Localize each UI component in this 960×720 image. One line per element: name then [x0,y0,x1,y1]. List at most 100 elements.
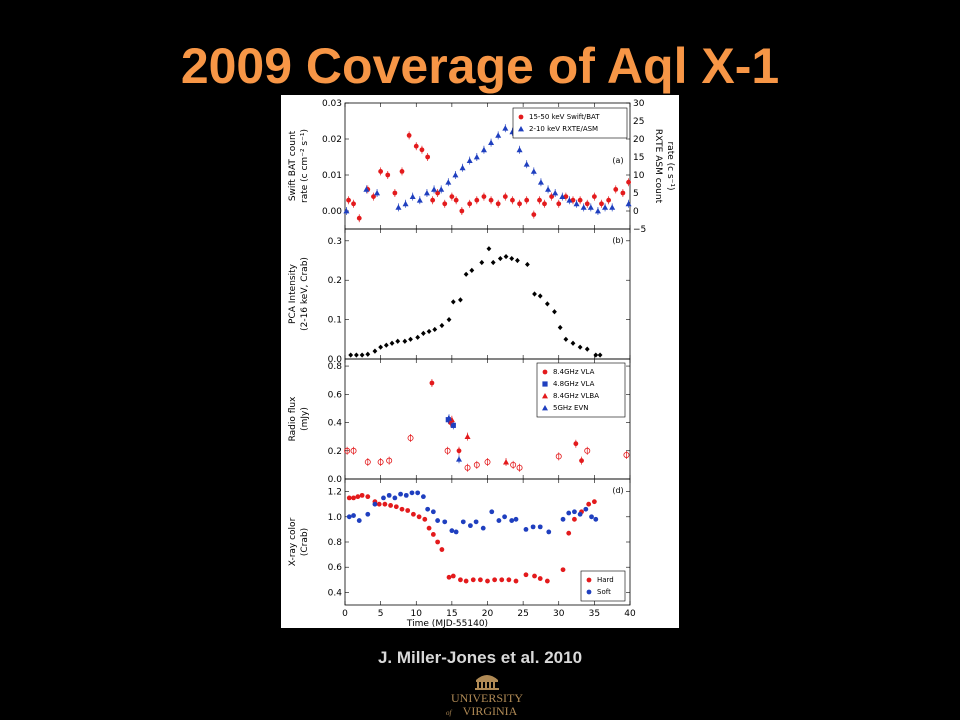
legend-marker [586,577,592,583]
y-axis-label: PCA Intensity [288,263,298,324]
data-point [395,204,402,210]
data-point [495,132,502,138]
figure-panel: 0.00 0.01 0.02 0.03 −5 0 5 10 15 20 25 30 RXTE ASM c… [281,95,679,628]
data-point [399,169,405,174]
legend-entry: 15-50 keV Swift/BAT [529,113,600,121]
data-point [560,516,566,522]
data-point [537,293,543,299]
data-point [606,197,612,203]
data-point [430,509,436,515]
data-point [466,157,473,163]
data-point [381,495,386,501]
data-point [488,139,495,145]
data-point [559,193,566,199]
data-point [344,447,351,454]
data-point [537,524,543,530]
data-point [557,324,563,331]
data-point [416,197,423,203]
data-point [468,523,473,529]
data-point [469,267,475,273]
y2-tick-label: 0 [633,207,639,217]
data-point [463,271,469,277]
legend-marker [542,369,548,375]
data-point [524,197,530,203]
data-point [473,154,480,160]
data-point [365,511,371,517]
data-point [459,208,465,214]
data-point [399,506,405,512]
data-point [591,194,597,199]
data-point [537,197,542,203]
y-axis-label: (mJy) [300,407,310,431]
data-point [356,215,362,221]
data-point [449,194,455,199]
data-point [625,200,632,207]
data-point [415,490,421,496]
data-point [583,506,589,512]
data-point [377,459,384,466]
data-point [474,197,480,203]
data-point [579,458,584,464]
data-point [517,201,522,207]
data-point [566,197,573,203]
data-point [555,453,562,460]
y-axis-label: rate (c cm⁻² s⁻¹) [300,129,310,203]
y-tick-label: 0.4 [328,419,343,429]
y-axis-label: X-ray color [288,517,298,566]
data-point [378,344,384,350]
data-point [544,301,550,307]
citation: J. Miller-Jones et al. 2010 [377,648,583,667]
data-point [510,197,515,203]
data-point [503,459,510,465]
data-point [442,519,448,525]
data-point [448,416,455,423]
data-point [453,529,459,535]
data-point [456,456,462,462]
data-point [510,461,517,468]
data-point [398,491,403,497]
data-point [577,197,583,203]
data-point [556,201,562,207]
data-point [460,519,466,525]
data-point [392,190,398,196]
data-point [584,346,590,352]
y-tick-label: 1.0 [328,513,343,523]
legend-box [536,362,626,418]
data-point [503,253,509,260]
data-point [499,577,505,583]
legend-marker [542,381,548,387]
data-point [580,204,587,210]
legend-marker [518,126,524,132]
data-point [502,514,507,520]
data-point [584,447,591,454]
data-point [359,352,365,358]
data-point [415,334,421,340]
logo-line2: VIRGINIA [463,704,518,718]
data-point [383,342,389,348]
data-point [458,297,463,303]
data-point [411,511,416,517]
x-tick-label: 0 [342,609,348,619]
data-point [431,186,438,192]
y-tick-label: 0.4 [328,588,343,598]
data-point [502,194,508,199]
panel-label: (b) [612,236,623,245]
data-point [463,578,469,584]
data-point [438,186,445,192]
data-point [609,204,616,210]
y-tick-label: 0.03 [322,99,342,109]
data-point [346,514,352,520]
data-point [532,291,537,297]
data-point [408,336,413,342]
panel-label: (a) [612,156,623,165]
data-point [537,576,543,581]
data-point [486,246,492,252]
data-point [372,348,378,354]
panel-label: (d) [612,486,623,495]
x-tick-label: 40 [624,609,636,619]
data-point [372,501,378,507]
legend-entry: 2-10 keV RXTE/ASM [529,125,598,133]
data-point [485,578,490,584]
data-point [523,161,530,167]
data-point [351,495,356,501]
